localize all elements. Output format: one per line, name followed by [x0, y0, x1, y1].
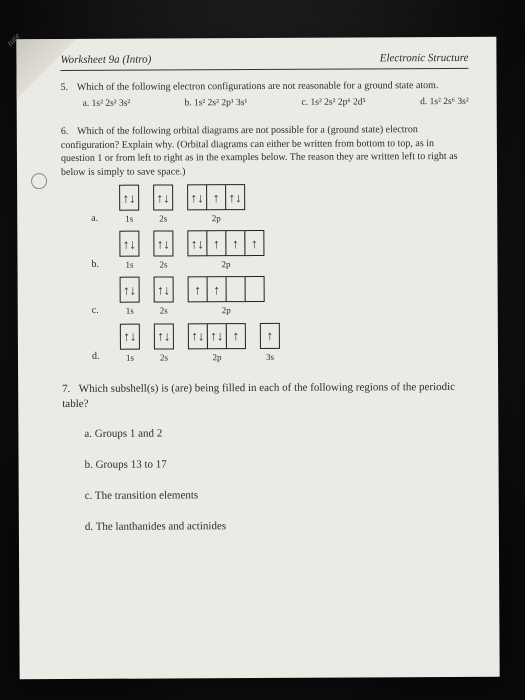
orbital-box: ↑↓ — [187, 184, 207, 210]
row-d-2s: ↑↓ 2s — [154, 323, 174, 363]
question-5: 5. Which of the following electron confi… — [61, 79, 469, 111]
q5-options: a. 1s² 2s² 3s² b. 1s² 2s² 2p¹ 3s¹ c. 1s²… — [83, 96, 469, 111]
worksheet-title: Worksheet 9a (Intro) — [60, 53, 151, 68]
orbital-box: ↑↓ — [119, 231, 139, 257]
orbital-box: ↑ — [244, 230, 264, 256]
orbital-row-a: a. ↑↓ 1s ↑↓ 2s ↑↓ ↑ ↑↓ 2p — [91, 183, 469, 225]
orbital-box: ↑ — [188, 277, 208, 303]
row-d-1s: ↑↓ 1s — [120, 323, 140, 363]
label-1s: 1s — [126, 351, 134, 363]
orbital-box: ↑↓ — [153, 185, 173, 211]
label-1s: 1s — [125, 213, 133, 225]
label-2s: 2s — [159, 259, 167, 271]
row-c-1s: ↑↓ 1s — [120, 277, 140, 317]
label-2s: 2s — [160, 305, 168, 317]
orbital-box: ↑ — [226, 323, 246, 349]
orbital-box: ↑↓ — [154, 277, 174, 303]
q5-opt-d: d. 1s² 2s⁶ 3s² — [420, 96, 469, 109]
q7-opt-d: d. The lanthanides and actinides — [85, 518, 471, 535]
label-1s: 1s — [126, 305, 134, 317]
q5-opt-c: c. 1s² 2s² 2p⁶ 2d⁵ — [302, 97, 366, 110]
label-2p: 2p — [221, 258, 230, 270]
label-3s: 3s — [266, 350, 274, 362]
orbital-box: ↑ — [225, 230, 245, 256]
q7-text: Which subshell(s) is (are) being filled … — [62, 381, 455, 410]
orbital-box: ↑↓ — [188, 323, 208, 349]
orbital-box: ↑ — [206, 184, 226, 210]
row-d-label: d. — [92, 350, 106, 364]
row-b-2s: ↑↓ 2s — [153, 231, 173, 271]
row-b-label: b. — [91, 258, 105, 272]
label-2s: 2s — [159, 213, 167, 225]
page-header: Worksheet 9a (Intro) Electronic Structur… — [60, 51, 468, 71]
q7-opt-a: a. Groups 1 and 2 — [84, 425, 470, 442]
label-2p: 2p — [212, 212, 221, 224]
worksheet-page: ture Worksheet 9a (Intro) Electronic Str… — [16, 37, 499, 680]
q7-opt-b: b. Groups 13 to 17 — [85, 456, 471, 473]
q5-number: 5. — [61, 81, 75, 95]
label-2p: 2p — [222, 305, 231, 317]
row-c-2s: ↑↓ 2s — [154, 277, 174, 317]
orbital-box: ↑↓ — [120, 323, 140, 349]
row-b-1s: ↑↓ 1s — [119, 231, 139, 271]
q5-opt-a: a. 1s² 2s² 3s² — [83, 98, 131, 111]
q7-opt-c: c. The transition elements — [85, 487, 471, 504]
row-c-label: c. — [92, 304, 106, 318]
row-d-3s: ↑ 3s — [260, 322, 280, 362]
row-d-2p: ↑↓ ↑↓ ↑ 2p — [188, 323, 246, 363]
q5-opt-b: b. 1s² 2s² 2p¹ 3s¹ — [184, 97, 247, 110]
orbital-box: ↑ — [206, 230, 226, 256]
orbital-box: ↑ — [260, 322, 280, 348]
orbital-box — [226, 277, 246, 303]
q6-number: 6. — [61, 125, 75, 139]
orbital-box: ↑↓ — [225, 184, 245, 210]
row-a-2p: ↑↓ ↑ ↑↓ 2p — [187, 184, 245, 224]
orbital-box: ↑↓ — [187, 231, 207, 257]
orbital-box: ↑↓ — [154, 323, 174, 349]
question-6: 6. Which of the following orbital diagra… — [61, 123, 470, 364]
label-1s: 1s — [125, 259, 133, 271]
row-c-2p: ↑ ↑ 2p — [188, 276, 265, 317]
row-a-1s: ↑↓ 1s — [119, 185, 139, 225]
question-7: 7. Which subshell(s) is (are) being fill… — [62, 380, 471, 535]
orbital-box: ↑↓ — [119, 185, 139, 211]
q5-text: Which of the following electron configur… — [77, 80, 439, 93]
orbital-box: ↑ — [207, 277, 227, 303]
label-2s: 2s — [160, 351, 168, 363]
label-2p: 2p — [212, 351, 221, 363]
margin-circle — [31, 173, 47, 189]
section-title: Electronic Structure — [380, 51, 469, 66]
orbital-box — [245, 276, 265, 302]
q7-number: 7. — [62, 382, 76, 397]
orbital-row-d: d. ↑↓ 1s ↑↓ 2s ↑↓ ↑↓ ↑ 2p ↑ 3s — [92, 321, 470, 363]
q6-text: Which of the following orbital diagrams … — [61, 124, 458, 177]
orbital-row-c: c. ↑↓ 1s ↑↓ 2s ↑ ↑ 2p — [92, 275, 470, 317]
orbital-box: ↑↓ — [153, 231, 173, 257]
orbital-box: ↑↓ — [207, 323, 227, 349]
row-b-2p: ↑↓ ↑ ↑ ↑ 2p — [187, 230, 264, 271]
row-a-label: a. — [91, 212, 105, 226]
row-a-2s: ↑↓ 2s — [153, 185, 173, 225]
orbital-box: ↑↓ — [120, 277, 140, 303]
orbital-row-b: b. ↑↓ 1s ↑↓ 2s ↑↓ ↑ ↑ ↑ 2p — [91, 229, 469, 271]
